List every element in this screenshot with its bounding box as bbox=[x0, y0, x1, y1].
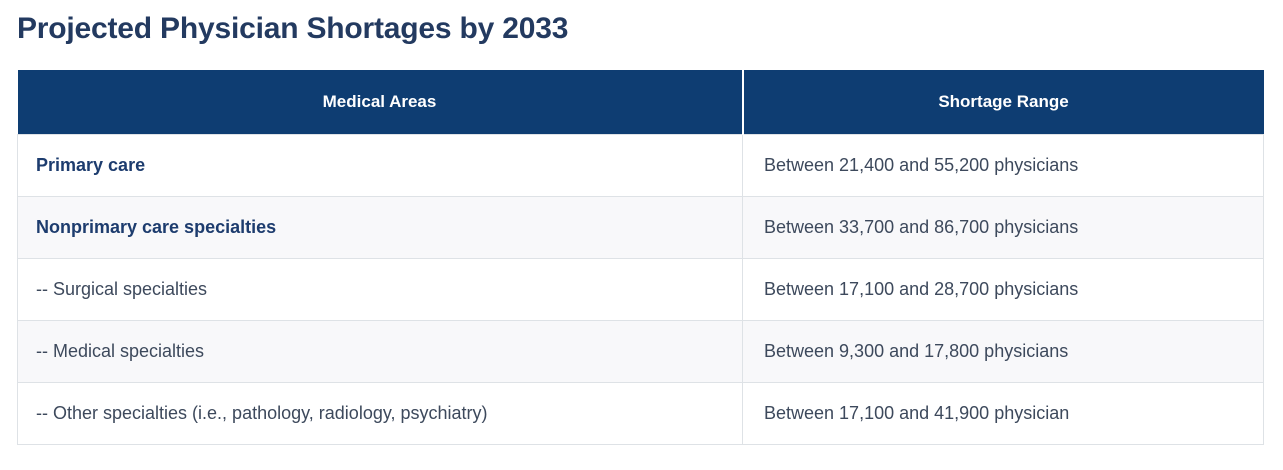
physician-shortage-table: Medical Areas Shortage Range Primary car… bbox=[17, 69, 1264, 445]
shortage-range-cell: Between 33,700 and 86,700 physicians bbox=[742, 196, 1264, 259]
table-row: -- Surgical specialties Between 17,100 a… bbox=[17, 258, 1264, 321]
medical-area-cell: -- Medical specialties bbox=[17, 320, 743, 383]
table-row: -- Medical specialties Between 9,300 and… bbox=[17, 320, 1264, 383]
medical-area-cell: -- Other specialties (i.e., pathology, r… bbox=[17, 382, 743, 445]
column-header-medical-areas: Medical Areas bbox=[17, 69, 743, 135]
shortage-range-cell: Between 17,100 and 41,900 physician bbox=[742, 382, 1264, 445]
table-row: Primary care Between 21,400 and 55,200 p… bbox=[17, 134, 1264, 197]
shortage-range-cell: Between 21,400 and 55,200 physicians bbox=[742, 134, 1264, 197]
table-row: Nonprimary care specialties Between 33,7… bbox=[17, 196, 1264, 259]
page-title: Projected Physician Shortages by 2033 bbox=[17, 12, 569, 45]
column-header-shortage-range: Shortage Range bbox=[741, 69, 1264, 135]
medical-area-cell: Nonprimary care specialties bbox=[17, 196, 743, 259]
page: Projected Physician Shortages by 2033 Me… bbox=[17, 12, 1264, 445]
shortage-range-cell: Between 17,100 and 28,700 physicians bbox=[742, 258, 1264, 321]
header-row: Medical Areas Shortage Range bbox=[17, 69, 1264, 135]
table-header: Medical Areas Shortage Range bbox=[17, 69, 1264, 135]
medical-area-cell: Primary care bbox=[17, 134, 743, 197]
medical-area-cell: -- Surgical specialties bbox=[17, 258, 743, 321]
table-row: -- Other specialties (i.e., pathology, r… bbox=[17, 382, 1264, 445]
shortage-range-cell: Between 9,300 and 17,800 physicians bbox=[742, 320, 1264, 383]
table-body: Primary care Between 21,400 and 55,200 p… bbox=[17, 134, 1264, 445]
